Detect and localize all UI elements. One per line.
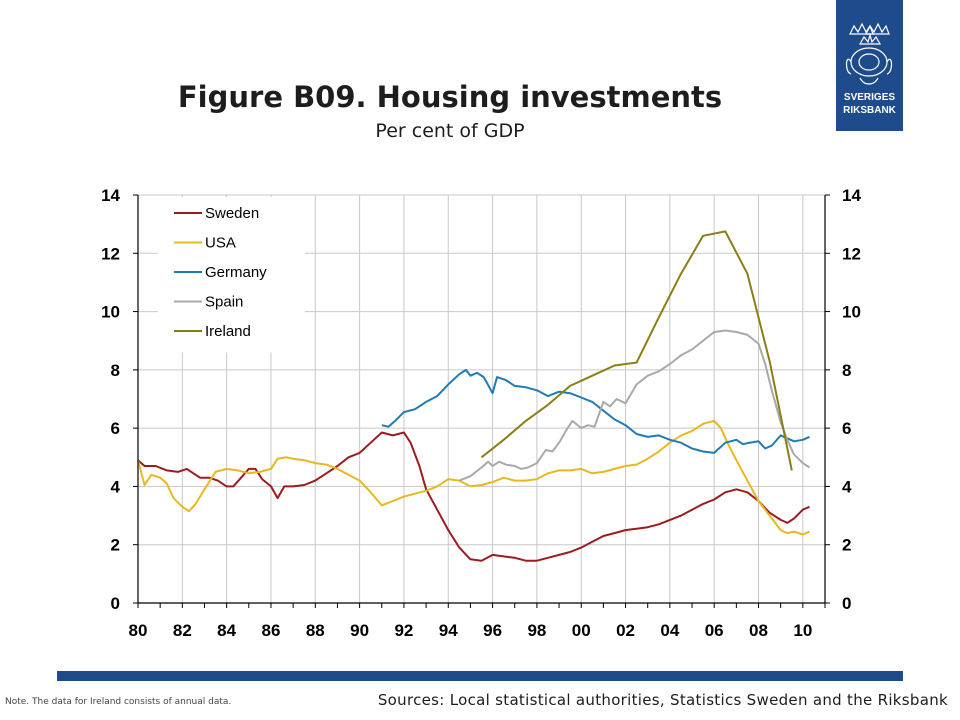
logo-text-line2: RIKSBANK	[843, 105, 897, 116]
series-line-germany	[381, 368, 810, 454]
y-tick-label-left: 2	[111, 536, 120, 555]
x-tick-label: 00	[572, 621, 591, 640]
x-tick-label: 08	[749, 621, 768, 640]
y-tick-label-left: 4	[111, 477, 121, 496]
x-tick-label: 04	[660, 621, 679, 640]
chart-title: Figure B09. Housing investments	[177, 80, 723, 114]
x-tick-label: 96	[483, 621, 502, 640]
legend-label-ireland: Ireland	[205, 323, 251, 340]
legend-label-spain: Spain	[205, 294, 243, 311]
chart-subtitle: Per cent of GDP	[375, 120, 525, 142]
x-tick-label: 92	[394, 621, 413, 640]
footnote: Note. The data for Ireland consists of a…	[5, 697, 232, 707]
x-tick-label: 84	[217, 621, 236, 640]
x-tick-label: 82	[173, 621, 192, 640]
logo-text-line1: SVERIGES	[844, 92, 895, 103]
x-tick-label: 90	[350, 621, 369, 640]
legend-label-germany: Germany	[205, 264, 267, 281]
legend-box	[158, 197, 305, 353]
legend: Sweden USA Germany Spain Ireland	[174, 205, 267, 340]
series-line-usa	[137, 419, 810, 536]
y-tick-label-left: 14	[101, 186, 120, 205]
footer-band	[57, 671, 903, 681]
x-tick-label: 98	[527, 621, 546, 640]
y-tick-label-right: 2	[842, 536, 851, 555]
legend-label-usa: USA	[205, 235, 236, 252]
y-tick-label-left: 6	[111, 419, 120, 438]
y-tick-label-right: 12	[842, 244, 861, 263]
y-tick-label-left: 12	[101, 244, 120, 263]
x-tick-label: 86	[262, 621, 281, 640]
x-tick-label: 02	[616, 621, 635, 640]
x-tick-label: 88	[306, 621, 325, 640]
y-tick-label-right: 6	[842, 419, 851, 438]
riksbank-logo: SVERIGES RIKSBANK	[836, 0, 903, 131]
crown-emblem-icon	[845, 22, 893, 85]
y-tick-label-right: 10	[842, 303, 861, 322]
y-tick-label-right: 8	[842, 361, 851, 380]
series-line-spain	[458, 329, 811, 482]
x-tick-label: 10	[793, 621, 812, 640]
y-tick-label-left: 8	[111, 361, 120, 380]
y-tick-label-right: 14	[842, 186, 861, 205]
y-tick-label-left: 0	[111, 594, 120, 613]
x-tick-label: 94	[439, 621, 458, 640]
sources-text: Sources: Local statistical authorities, …	[377, 691, 948, 709]
series-line-ireland	[480, 230, 793, 471]
axes	[133, 194, 830, 608]
y-tick-label-right: 4	[842, 477, 852, 496]
x-tick-label: 06	[705, 621, 724, 640]
x-tick-label: 80	[129, 621, 148, 640]
legend-label-sweden: Sweden	[205, 205, 259, 222]
series-line-sweden	[137, 431, 810, 562]
series-lines	[137, 230, 811, 562]
y-tick-label-right: 0	[842, 594, 851, 613]
legend-background	[158, 197, 305, 353]
y-tick-label-left: 10	[101, 303, 120, 322]
